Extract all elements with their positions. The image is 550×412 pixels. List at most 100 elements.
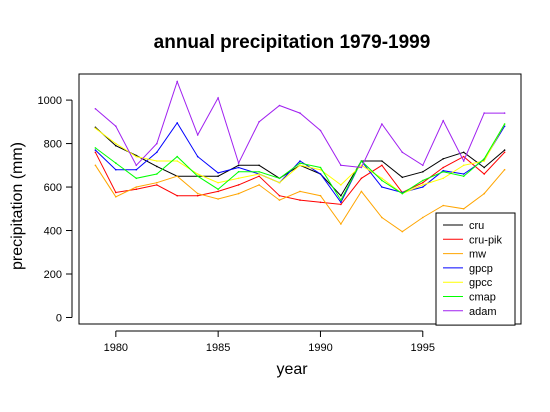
data-point-mw [278,199,281,201]
data-point-gpcc [176,160,178,162]
data-point-cru [217,175,219,177]
y-axis-label: precipitation (mm) [9,142,26,270]
data-point-mw [299,190,301,193]
data-point-mw [258,184,260,186]
data-point-gpcc [196,173,199,175]
data-point-cmap [503,123,506,125]
x-tick-label: 1980 [104,342,128,354]
series-line-cmap [95,123,506,202]
data-point-cmap [483,158,486,160]
data-point-adam [483,112,486,114]
data-point-cru-pik [156,184,158,186]
y-tick-label: 400 [44,226,62,238]
data-point-cru-pik [422,181,424,184]
data-point-gpcp [340,201,342,204]
data-point-cru [156,165,158,168]
data-point-cmap [401,192,404,195]
data-point-gpcp [156,151,158,154]
data-point-adam [217,97,219,99]
data-point-cmap [176,155,178,158]
data-point-gpcc [422,184,424,186]
data-point-cru-pik [483,173,486,175]
data-point-gpcc [381,177,383,180]
data-point-adam [442,119,445,122]
data-point-gpcc [258,173,260,175]
legend-label-cru-pik: cru-pik [469,234,503,246]
data-point-cru-pik [503,151,506,154]
data-point-gpcp [299,160,301,162]
data-point-gpcc [442,177,445,180]
x-axis-label: year [276,361,308,378]
data-point-gpcp [462,173,465,175]
data-point-mw [196,192,199,195]
data-point-gpcc [115,142,117,145]
data-point-cmap [135,177,138,180]
data-point-cmap [360,160,363,162]
data-point-mw [503,168,506,171]
data-point-mw [381,216,383,219]
data-point-cmap [217,188,219,190]
data-point-adam [360,166,363,169]
data-point-mw [176,175,178,177]
data-point-cru-pik [196,194,199,197]
data-point-cru-pik [176,194,178,197]
legend-box [435,212,516,326]
data-point-cmap [462,175,465,177]
plot-frame [78,73,522,325]
data-point-cmap [156,173,158,175]
data-point-cru [503,149,506,151]
data-point-gpcp [196,155,199,158]
data-point-gpcc [156,160,158,162]
legend-label-gpcc: gpcc [469,277,493,289]
data-point-gpcc [483,160,486,162]
chart-title: annual precipitation 1979-1999 [154,32,431,53]
data-point-mw [360,190,363,193]
data-point-mw [115,196,117,198]
data-point-cmap [299,162,301,164]
data-point-gpcc [340,184,342,186]
data-point-adam [237,162,240,164]
y-tick-label: 1000 [38,95,62,107]
legend-label-cmap: cmap [469,292,496,304]
data-point-gpcc [299,164,301,167]
y-axis: 0 200 400 600 800 1000 [38,95,73,324]
data-point-gpcc [217,181,219,184]
data-point-cmap [442,171,445,173]
data-point-gpcp [217,172,219,174]
legend: cru cru-pik mw gpcp gpcc cmap adam [435,212,516,326]
data-point-cru-pik [278,194,281,197]
data-point-cru-pik [360,177,363,180]
data-point-cru [340,194,342,197]
data-point-mw [442,204,445,207]
y-tick-label: 800 [44,139,62,151]
data-point-cru-pik [319,201,322,204]
data-point-adam [401,151,404,154]
data-point-cmap [237,171,240,173]
legend-label-gpcp: gpcp [469,263,493,275]
data-point-gpcc [237,177,240,180]
data-point-adam [422,164,424,167]
data-point-cru-pik [258,175,260,177]
data-point-cru [115,144,117,147]
data-point-gpcp [176,122,178,124]
data-point-cru-pik [115,191,117,194]
data-point-cru [401,176,404,179]
data-point-cru-pik [94,151,97,154]
data-point-cmap [381,179,383,182]
data-point-adam [176,80,178,83]
data-point-cmap [422,179,424,182]
data-point-adam [115,125,117,127]
data-point-adam [503,112,506,114]
data-point-adam [299,112,301,114]
data-point-cru [462,151,465,154]
data-point-gpcc [135,155,138,158]
data-point-cru-pik [237,184,240,186]
data-point-gpcc [462,164,465,167]
data-point-mw [237,192,240,195]
data-point-cru-pik [442,166,445,169]
data-point-mw [340,223,342,225]
data-point-adam [94,108,97,110]
data-point-cmap [258,171,260,173]
y-tick-label: 0 [56,312,62,324]
